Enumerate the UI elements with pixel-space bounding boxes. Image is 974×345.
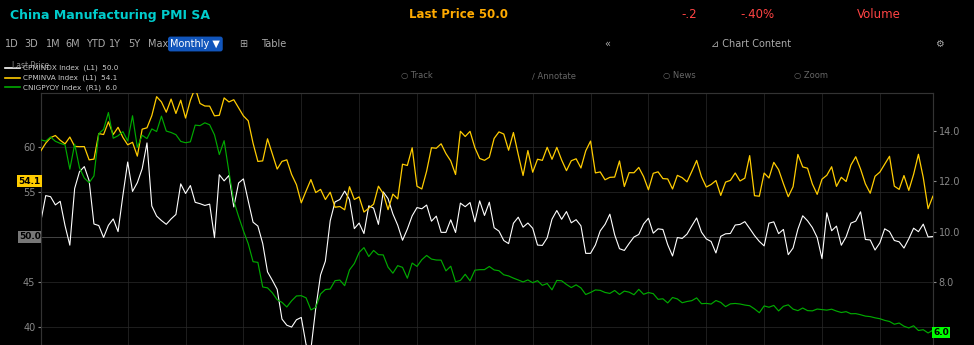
Text: CNIGPYOY Index  (R1)  6.0: CNIGPYOY Index (R1) 6.0 bbox=[23, 84, 118, 91]
Text: -.2: -.2 bbox=[682, 9, 697, 21]
Text: ⚙: ⚙ bbox=[935, 39, 944, 49]
Text: CPMINVA Index  (L1)  54.1: CPMINVA Index (L1) 54.1 bbox=[23, 75, 118, 81]
Text: «: « bbox=[604, 39, 610, 49]
Text: 1Y: 1Y bbox=[109, 39, 121, 49]
Text: YTD: YTD bbox=[86, 39, 105, 49]
Text: 1M: 1M bbox=[46, 39, 60, 49]
Text: CPMINDX Index  (L1)  50.0: CPMINDX Index (L1) 50.0 bbox=[23, 65, 119, 71]
Text: ⊞: ⊞ bbox=[239, 39, 246, 49]
Text: 50.0: 50.0 bbox=[19, 233, 41, 241]
Text: Monthly ▼: Monthly ▼ bbox=[170, 39, 220, 49]
Text: ⊿ Chart Content: ⊿ Chart Content bbox=[711, 39, 791, 49]
Text: Last Price: Last Price bbox=[13, 61, 50, 70]
Text: Max: Max bbox=[148, 39, 169, 49]
Text: ○ Zoom: ○ Zoom bbox=[794, 71, 828, 80]
Text: 54.1: 54.1 bbox=[19, 177, 41, 186]
Text: 6.0: 6.0 bbox=[933, 328, 949, 337]
Text: Volume: Volume bbox=[857, 9, 901, 21]
Text: ∕ Annotate: ∕ Annotate bbox=[532, 71, 577, 80]
Text: ○ Track: ○ Track bbox=[401, 71, 433, 80]
Text: China Manufacturing PMI SA: China Manufacturing PMI SA bbox=[10, 9, 209, 21]
Text: Last Price 50.0: Last Price 50.0 bbox=[409, 9, 508, 21]
Text: Table: Table bbox=[261, 39, 286, 49]
Text: 5Y: 5Y bbox=[129, 39, 140, 49]
Text: 6M: 6M bbox=[65, 39, 80, 49]
Text: 3D: 3D bbox=[24, 39, 38, 49]
Text: -.40%: -.40% bbox=[740, 9, 774, 21]
Text: 1D: 1D bbox=[5, 39, 19, 49]
Text: ○ News: ○ News bbox=[663, 71, 695, 80]
